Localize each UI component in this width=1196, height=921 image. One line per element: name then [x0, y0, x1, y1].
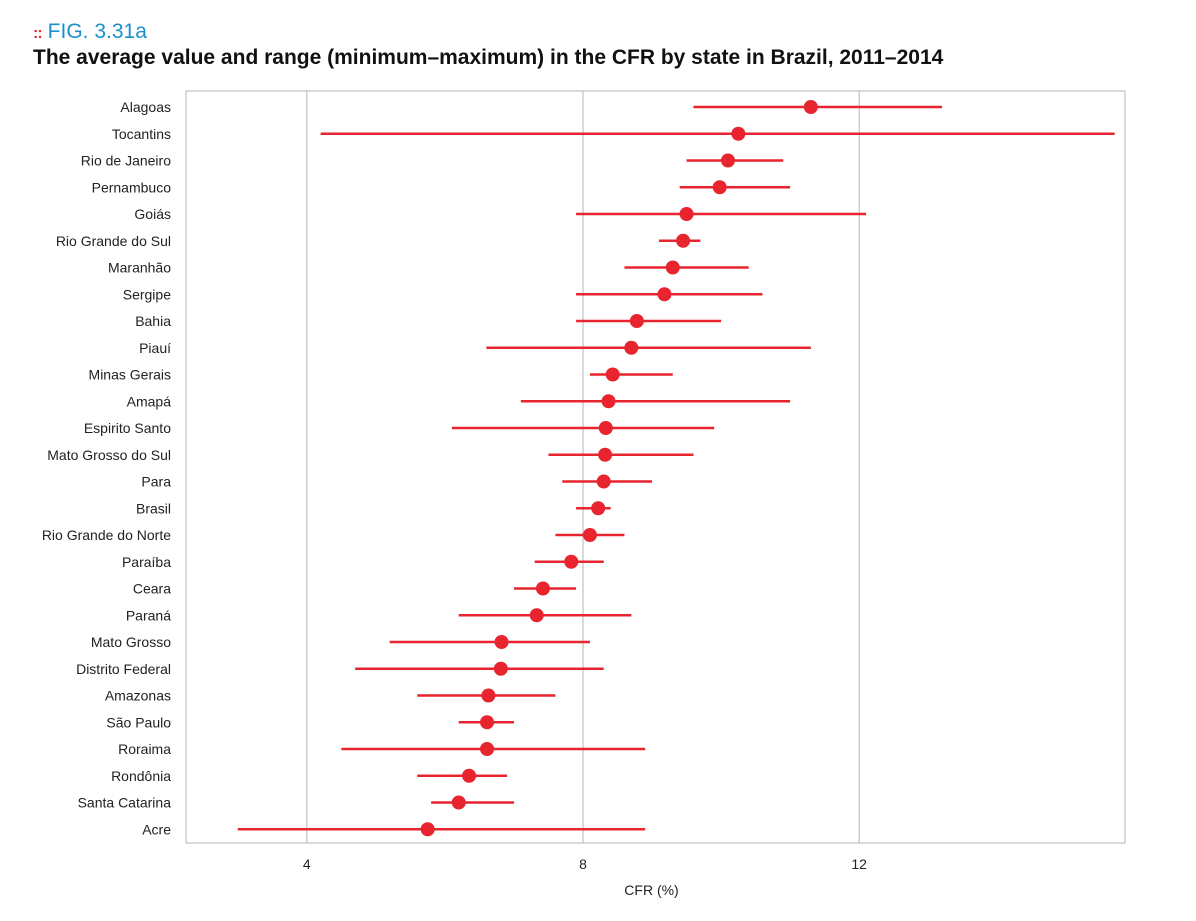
- figure-number: FIG. 3.31a: [47, 20, 147, 43]
- mean-point: [535, 581, 550, 596]
- mean-point: [657, 287, 672, 302]
- y-category-label: São Paulo: [106, 714, 171, 730]
- y-category-label: Rondônia: [111, 768, 171, 784]
- y-category-label: Rio de Janeiro: [81, 153, 171, 169]
- mean-point: [493, 661, 508, 676]
- mean-point: [665, 260, 680, 275]
- mean-point: [624, 340, 639, 355]
- y-category-label: Distrito Federal: [76, 661, 171, 677]
- mean-point: [451, 795, 466, 810]
- figure-label: :: FIG. 3.31a: [33, 20, 147, 44]
- y-category-label: Goiás: [134, 206, 171, 222]
- y-category-label: Acre: [142, 821, 171, 837]
- y-category-label: Para: [141, 474, 171, 490]
- mean-point: [679, 207, 694, 221]
- mean-point: [582, 528, 597, 542]
- mean-point: [481, 688, 496, 703]
- mean-point: [480, 715, 495, 730]
- mean-point: [480, 742, 495, 756]
- y-category-label: Santa Catarina: [78, 795, 172, 811]
- mean-point: [720, 153, 735, 168]
- mean-point: [629, 314, 644, 328]
- mean-point: [494, 635, 509, 649]
- x-axis-label: CFR (%): [624, 882, 678, 898]
- chart-title: The average value and range (minimum–max…: [33, 46, 944, 69]
- mean-point: [601, 394, 616, 409]
- y-category-label: Espirito Santo: [84, 420, 171, 436]
- y-category-label: Ceara: [133, 581, 171, 597]
- y-category-label: Pernambuco: [92, 179, 172, 195]
- x-tick-label: 12: [851, 856, 867, 872]
- y-category-label: Mato Grosso: [91, 634, 171, 650]
- mean-point: [712, 180, 727, 195]
- mean-point: [591, 501, 606, 516]
- x-tick-label: 8: [579, 856, 587, 872]
- x-tick-label: 4: [303, 856, 311, 872]
- y-category-label: Alagoas: [120, 99, 171, 115]
- y-category-label: Tocantins: [112, 126, 171, 142]
- y-category-label: Paraná: [126, 607, 171, 623]
- mean-point: [420, 822, 435, 837]
- mean-point: [529, 608, 544, 623]
- y-category-label: Amapá: [127, 393, 172, 409]
- y-category-label: Maranhão: [108, 260, 171, 276]
- y-category-label: Amazonas: [105, 688, 171, 704]
- mean-point: [731, 126, 746, 141]
- y-category-label: Mato Grosso do Sul: [47, 447, 171, 463]
- y-category-label: Piauí: [139, 340, 171, 356]
- mean-point: [596, 474, 611, 489]
- y-category-label: Sergipe: [123, 286, 171, 302]
- y-category-label: Roraima: [118, 741, 171, 757]
- y-category-label: Rio Grande do Sul: [56, 233, 171, 249]
- figure-mark-icon: ::: [33, 25, 43, 42]
- mean-point: [462, 768, 477, 783]
- y-category-label: Rio Grande do Norte: [42, 527, 171, 543]
- y-category-label: Paraíba: [122, 554, 171, 570]
- mean-point: [676, 233, 691, 248]
- mean-point: [598, 447, 613, 462]
- mean-point: [598, 421, 613, 435]
- y-category-label: Brasil: [136, 500, 171, 516]
- y-category-label: Bahia: [135, 313, 171, 329]
- y-category-label: Minas Gerais: [89, 367, 171, 383]
- mean-point: [564, 554, 579, 569]
- mean-point: [803, 100, 818, 114]
- plot-frame: [185, 90, 1126, 844]
- mean-point: [605, 367, 620, 382]
